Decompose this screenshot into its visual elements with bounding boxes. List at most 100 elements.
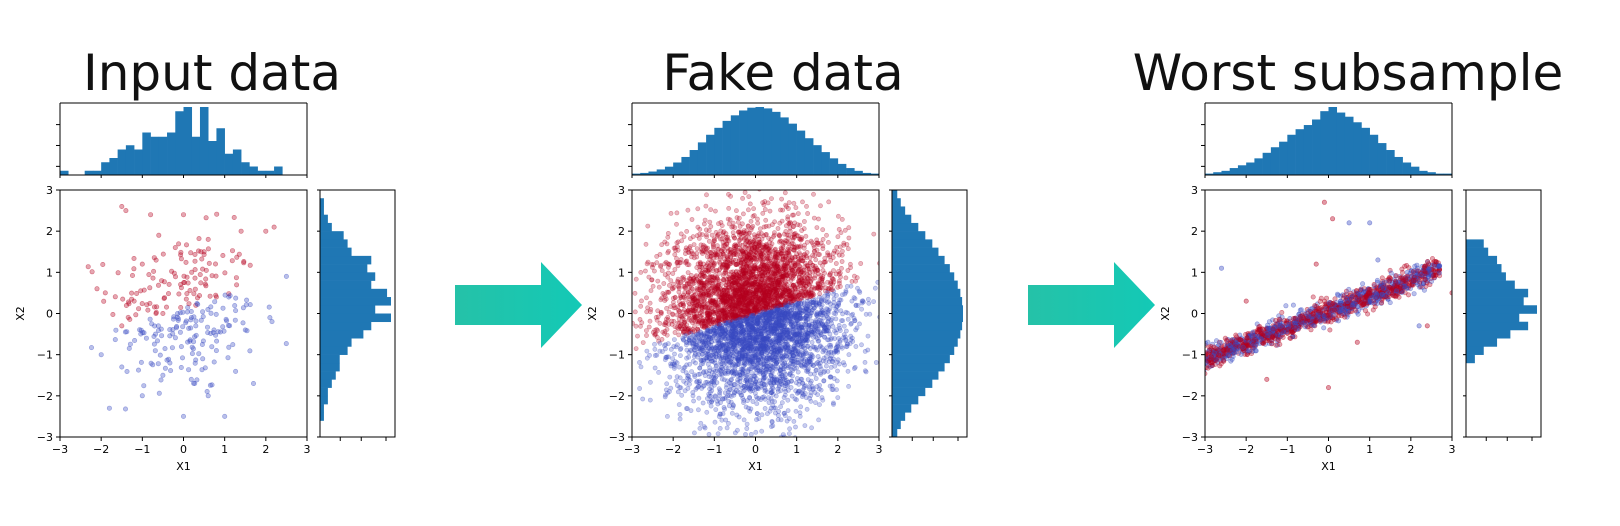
scatter-point	[841, 323, 847, 329]
scatter-point	[843, 328, 849, 334]
scatter-point	[167, 360, 173, 366]
scatter-point	[754, 287, 759, 293]
scatter-point	[222, 270, 228, 276]
scatter-point	[741, 344, 747, 350]
scatter-point	[793, 314, 799, 320]
scatter-point	[676, 402, 682, 408]
scatter-point	[747, 394, 752, 400]
scatter-point	[672, 337, 677, 342]
scatter-point	[724, 341, 730, 347]
scatter-point	[790, 353, 796, 358]
scatter-point	[694, 342, 700, 348]
scatter-point	[762, 406, 768, 411]
scatter-point	[743, 305, 749, 311]
scatter-point	[136, 306, 142, 312]
scatter-point	[185, 304, 191, 310]
scatter-point	[156, 327, 162, 333]
scatter-point	[147, 285, 153, 291]
scatter-point	[129, 296, 135, 302]
histogram-bar	[125, 145, 135, 175]
scatter-point	[667, 374, 673, 380]
scatter-point	[865, 347, 871, 353]
scatter-point	[169, 268, 175, 274]
scatter-point	[785, 312, 791, 317]
scatter-point	[789, 264, 795, 270]
scatter-point	[647, 318, 653, 324]
scatter-point	[803, 284, 809, 289]
scatter-point	[139, 393, 145, 399]
scatter-point	[768, 311, 774, 317]
scatter-point	[176, 291, 182, 297]
scatter-point	[697, 425, 703, 431]
scatter-point	[749, 225, 755, 231]
scatter-point	[744, 263, 750, 269]
scatter-point	[123, 406, 129, 412]
scatter-point	[743, 309, 749, 315]
scatter-point	[716, 259, 722, 265]
scatter-point	[693, 314, 699, 319]
scatter-point	[746, 405, 751, 411]
scatter-point	[191, 339, 197, 345]
scatter-point	[858, 261, 864, 266]
scatter-point	[737, 245, 742, 251]
scatter-point	[113, 327, 119, 333]
scatter-point	[831, 400, 836, 406]
scatter-point	[633, 346, 639, 351]
scatter-point	[684, 228, 690, 234]
scatter-point	[836, 226, 842, 232]
scatter-point	[733, 280, 739, 286]
scatter-point	[845, 268, 851, 273]
scatter-point	[652, 365, 658, 371]
scatter-point	[778, 251, 784, 257]
scatter-point	[799, 235, 804, 241]
scatter-point	[726, 205, 732, 211]
scatter-point	[226, 322, 232, 328]
scatter-point	[781, 329, 787, 335]
scatter-point	[677, 347, 683, 352]
scatter-point	[755, 301, 761, 306]
scatter-point	[787, 273, 793, 279]
histogram-bar	[191, 136, 201, 175]
scatter-point	[766, 283, 772, 289]
scatter-point	[753, 346, 758, 352]
scatter-point	[748, 359, 754, 365]
scatter-point	[195, 295, 201, 301]
scatter-point	[764, 324, 770, 329]
scatter-point	[180, 309, 186, 315]
scatter-point	[668, 385, 674, 391]
scatter-point	[141, 330, 147, 336]
scatter-point	[717, 355, 723, 361]
scatter-point	[727, 259, 733, 265]
scatter-point	[200, 266, 206, 272]
scatter-point	[209, 382, 215, 388]
scatter-point	[789, 378, 794, 384]
scatter-point	[788, 278, 794, 283]
scatter-point	[838, 337, 843, 343]
scatter-point	[743, 432, 748, 437]
scatter-point	[648, 379, 653, 385]
scatter-point	[802, 423, 808, 428]
scatter-point	[750, 357, 756, 363]
scatter-point	[829, 320, 834, 326]
scatter-point	[89, 345, 95, 351]
scatter-point	[168, 368, 174, 374]
scatter-point	[112, 294, 118, 300]
scatter-point	[213, 311, 219, 317]
scatter-point	[733, 262, 739, 268]
scatter-point	[171, 270, 177, 276]
scatter-point	[723, 336, 729, 342]
scatter-point	[186, 301, 192, 307]
scatter-point	[785, 247, 791, 253]
scatter-point	[804, 250, 810, 255]
scatter-point	[243, 302, 249, 308]
scatter-point	[138, 288, 144, 294]
scatter-point	[780, 266, 786, 272]
panel-3-title: Worst subsample	[1133, 44, 1563, 102]
scatter-point	[768, 387, 774, 393]
scatter-point	[178, 364, 184, 370]
scatter-point	[813, 376, 819, 381]
scatter-point	[769, 297, 775, 303]
histogram-bar	[320, 305, 376, 314]
scatter-point	[835, 357, 841, 363]
scatter-point	[703, 303, 708, 309]
